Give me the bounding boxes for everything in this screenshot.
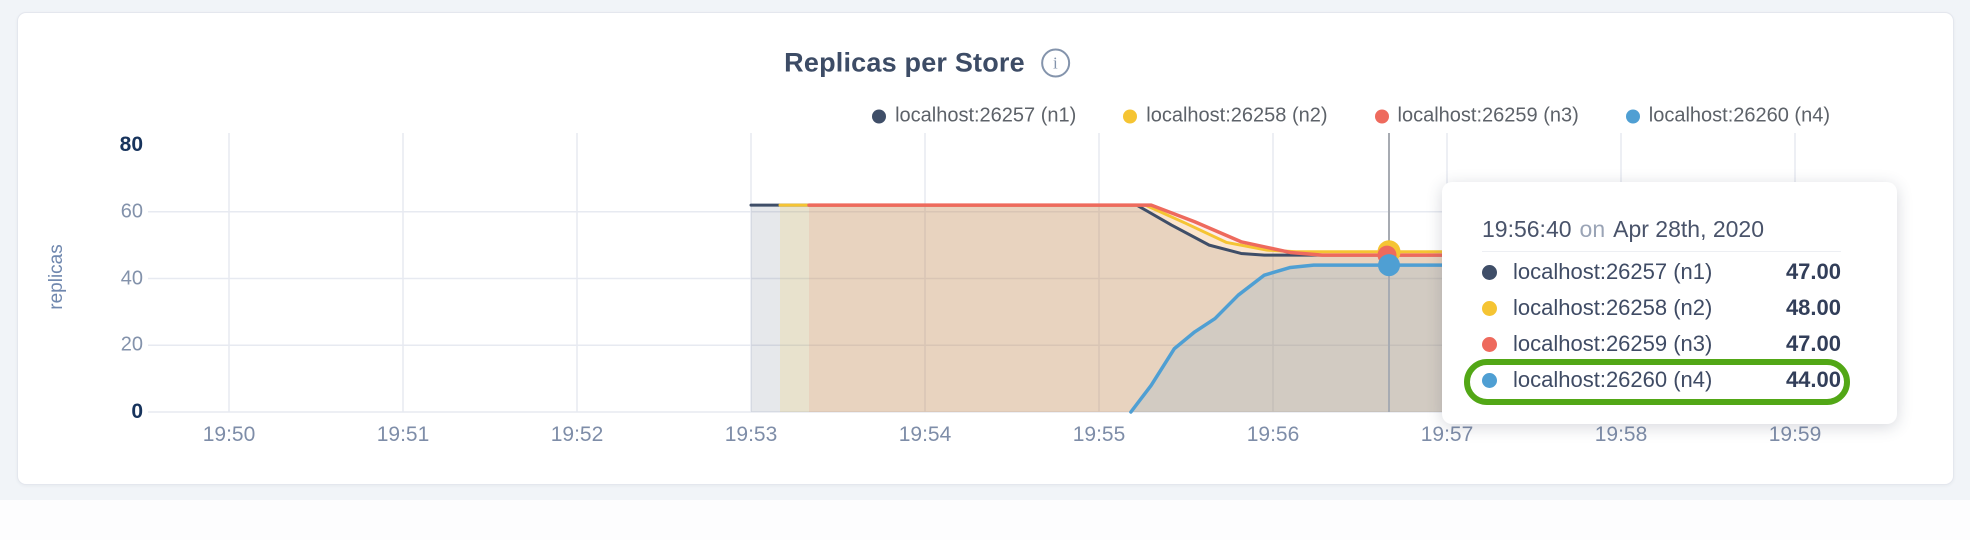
info-icon-glyph: i <box>1052 53 1058 72</box>
chart-title: Replicas per Store <box>784 47 1025 78</box>
x-tick-label: 19:59 <box>1768 423 1822 446</box>
tooltip-conjunction: on <box>1579 216 1606 242</box>
chart-title-row: Replicas per Store i <box>784 48 1070 79</box>
tooltip-series-value: 48.00 <box>1785 295 1841 320</box>
tooltip-time: 19:56:40 <box>1482 216 1572 242</box>
x-tick-label: 19:51 <box>376 423 430 446</box>
tooltip-date: Apr 28th, 2020 <box>1613 216 1765 242</box>
legend-item[interactable]: localhost:26257 (n1) <box>872 105 1076 128</box>
x-tick-label: 19:58 <box>1594 423 1648 446</box>
tooltip-timestamp: 19:56:40 on Apr 28th, 2020 <box>1482 216 1841 252</box>
x-tick-label: 19:57 <box>1420 423 1474 446</box>
legend-item[interactable]: localhost:26260 (n4) <box>1625 104 1830 128</box>
tooltip-series-label: localhost:26257 (n1) <box>1513 259 1713 284</box>
x-tick-label: 19:55 <box>1072 423 1126 446</box>
x-tick-label: 19:50 <box>202 423 256 446</box>
tooltip-series-dot-icon <box>1482 300 1497 316</box>
x-tick-label: 19:54 <box>898 423 952 446</box>
legend-dot-icon <box>872 109 887 123</box>
y-tick-label: 20 <box>120 333 143 356</box>
x-tick-label: 19:53 <box>724 423 778 446</box>
legend-item[interactable]: localhost:26258 (n2) <box>1123 104 1328 128</box>
tooltip-series-dot-icon <box>1482 336 1497 352</box>
highlight-annotation-ellipse <box>1464 359 1850 405</box>
tooltip-row: localhost:26257 (n1) 47.00 <box>1482 254 1841 290</box>
tooltip-row: localhost:26258 (n2) 48.00 <box>1482 290 1841 326</box>
x-tick-label: 19:56 <box>1246 423 1300 446</box>
y-tick-label: 40 <box>120 267 143 289</box>
info-icon[interactable]: i <box>1040 48 1070 78</box>
legend-item-label: localhost:26257 (n1) <box>895 104 1077 127</box>
tooltip-series-value: 47.00 <box>1785 331 1841 356</box>
legend-dot-icon <box>1625 109 1640 123</box>
legend: localhost:26257 (n1) localhost:26258 (n2)… <box>872 105 1830 128</box>
legend-item-label: localhost:26259 (n3) <box>1397 104 1579 127</box>
legend-item[interactable]: localhost:26259 (n3) <box>1374 104 1579 128</box>
legend-item-label: localhost:26260 (n4) <box>1648 104 1830 127</box>
y-tick-label: 80 <box>119 133 143 156</box>
tooltip-series-dot-icon <box>1482 264 1497 280</box>
hover-data-point <box>1378 254 1400 277</box>
x-tick-label: 19:52 <box>550 423 604 446</box>
legend-dot-icon <box>1123 109 1138 123</box>
series-line <box>807 203 1884 257</box>
legend-dot-icon <box>1374 109 1389 123</box>
tooltip-series-label: localhost:26258 (n2) <box>1513 295 1713 320</box>
tooltip-series-value: 47.00 <box>1785 259 1841 284</box>
y-tick-label: 60 <box>120 200 143 223</box>
tooltip-row: localhost:26259 (n3) 47.00 <box>1482 326 1841 362</box>
tooltip-series-label: localhost:26259 (n3) <box>1513 331 1713 356</box>
y-tick-label: 0 <box>131 400 143 423</box>
series-line <box>1129 263 1884 414</box>
legend-item-label: localhost:26258 (n2) <box>1146 104 1328 127</box>
